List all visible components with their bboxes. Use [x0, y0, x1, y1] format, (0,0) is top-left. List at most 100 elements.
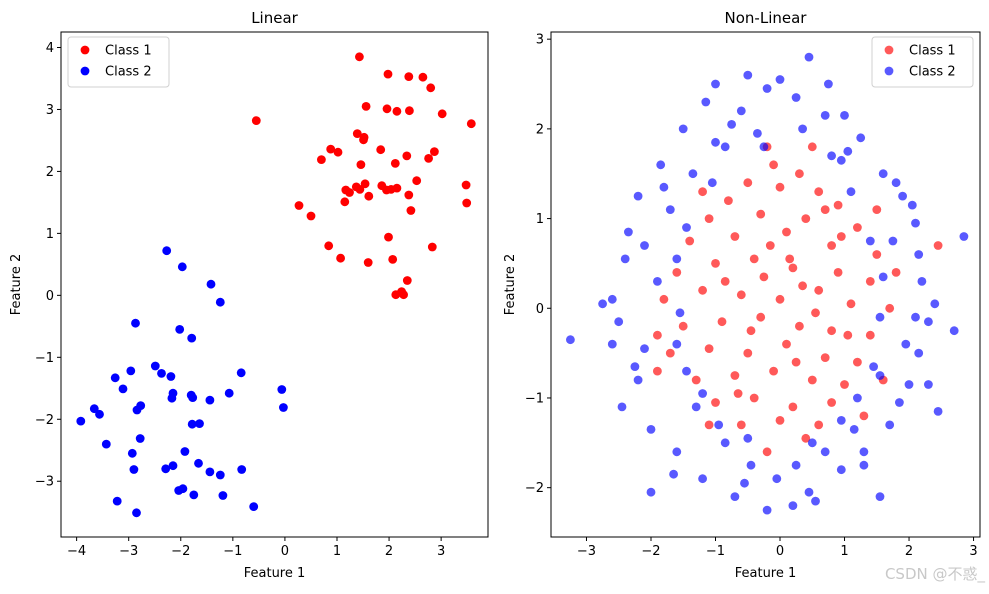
series-class-1: [251, 52, 476, 300]
data-point: [859, 447, 869, 457]
data-point: [364, 191, 374, 201]
data-point: [762, 447, 772, 457]
y-tick-label: −2: [35, 413, 54, 428]
data-point: [933, 407, 943, 416]
legend-box: [871, 36, 974, 88]
data-point: [875, 312, 885, 322]
data-point: [865, 236, 875, 246]
data-point: [427, 242, 437, 252]
data-point: [833, 200, 843, 210]
data-point: [843, 146, 853, 156]
x-tick-label: 0: [281, 544, 289, 559]
data-point: [614, 317, 624, 327]
y-tick-label: 4: [46, 41, 54, 56]
data-point: [418, 72, 428, 82]
data-point: [878, 272, 888, 282]
data-point: [359, 135, 368, 145]
data-point: [730, 371, 740, 380]
data-point: [704, 214, 714, 224]
chart-title: Non-Linear: [725, 9, 808, 27]
x-tick-label: −1: [223, 544, 242, 559]
data-point: [775, 294, 785, 304]
data-point: [355, 185, 365, 194]
data-point: [924, 380, 933, 389]
data-point: [730, 232, 740, 241]
data-point: [933, 241, 943, 250]
data-point: [769, 366, 778, 376]
x-axis-label: Feature 1: [735, 566, 797, 581]
data-point: [180, 447, 190, 456]
data-point: [363, 258, 373, 267]
data-point: [659, 294, 669, 304]
data-point: [836, 416, 846, 425]
data-point: [177, 262, 187, 272]
y-tick-label: 3: [536, 33, 544, 48]
data-point: [688, 169, 698, 179]
data-point: [782, 339, 791, 349]
data-point: [814, 285, 824, 295]
data-point: [743, 178, 753, 188]
data-point: [898, 191, 907, 201]
data-point: [791, 460, 801, 470]
data-point: [672, 447, 682, 457]
data-point: [846, 187, 856, 197]
data-point: [853, 393, 862, 403]
data-point: [788, 501, 798, 510]
plot-area: [60, 31, 489, 538]
data-point: [759, 142, 769, 152]
data-point: [827, 241, 836, 250]
data-point: [807, 375, 817, 385]
data-point: [678, 321, 688, 331]
data-point: [405, 106, 414, 116]
data-point: [762, 505, 772, 515]
x-tick-label: 2: [905, 544, 913, 559]
y-tick-label: 0: [536, 302, 544, 317]
data-point: [402, 276, 412, 285]
data-point: [753, 129, 762, 138]
data-point: [640, 241, 649, 250]
data-point: [126, 366, 136, 376]
data-point: [167, 393, 177, 403]
data-point: [856, 133, 866, 143]
data-point: [187, 333, 197, 343]
data-point: [711, 79, 720, 89]
data-point: [704, 344, 714, 353]
data-point: [930, 299, 940, 309]
data-point: [801, 433, 811, 443]
x-tick-label: −1: [706, 544, 725, 559]
data-point: [633, 375, 643, 385]
y-tick-label: 1: [46, 227, 54, 242]
data-point: [762, 84, 772, 93]
data-point: [382, 104, 392, 114]
data-point: [118, 384, 128, 394]
data-point: [824, 79, 833, 89]
data-point: [769, 160, 778, 170]
data-point: [277, 385, 287, 394]
data-point: [206, 279, 216, 289]
data-point: [406, 206, 416, 215]
x-tick-label: −4: [67, 544, 86, 559]
data-point: [462, 198, 472, 208]
data-point: [215, 297, 225, 307]
y-tick-label: −3: [35, 475, 54, 490]
data-point: [807, 142, 817, 152]
data-point: [765, 241, 775, 250]
data-point: [205, 467, 215, 477]
data-point: [875, 492, 885, 501]
data-point: [110, 373, 120, 383]
data-point: [382, 185, 391, 195]
data-point: [633, 191, 643, 201]
data-point: [904, 380, 914, 389]
data-point: [865, 330, 875, 340]
data-point: [656, 160, 666, 170]
legend-label: Class 1: [105, 44, 152, 59]
data-point: [317, 155, 326, 165]
data-point: [430, 147, 439, 157]
data-point: [911, 218, 920, 228]
watermark: CSDN @不惑_: [884, 565, 985, 583]
data-point: [782, 227, 791, 237]
data-point: [711, 137, 720, 147]
data-point: [178, 484, 188, 494]
data-point: [437, 109, 447, 119]
